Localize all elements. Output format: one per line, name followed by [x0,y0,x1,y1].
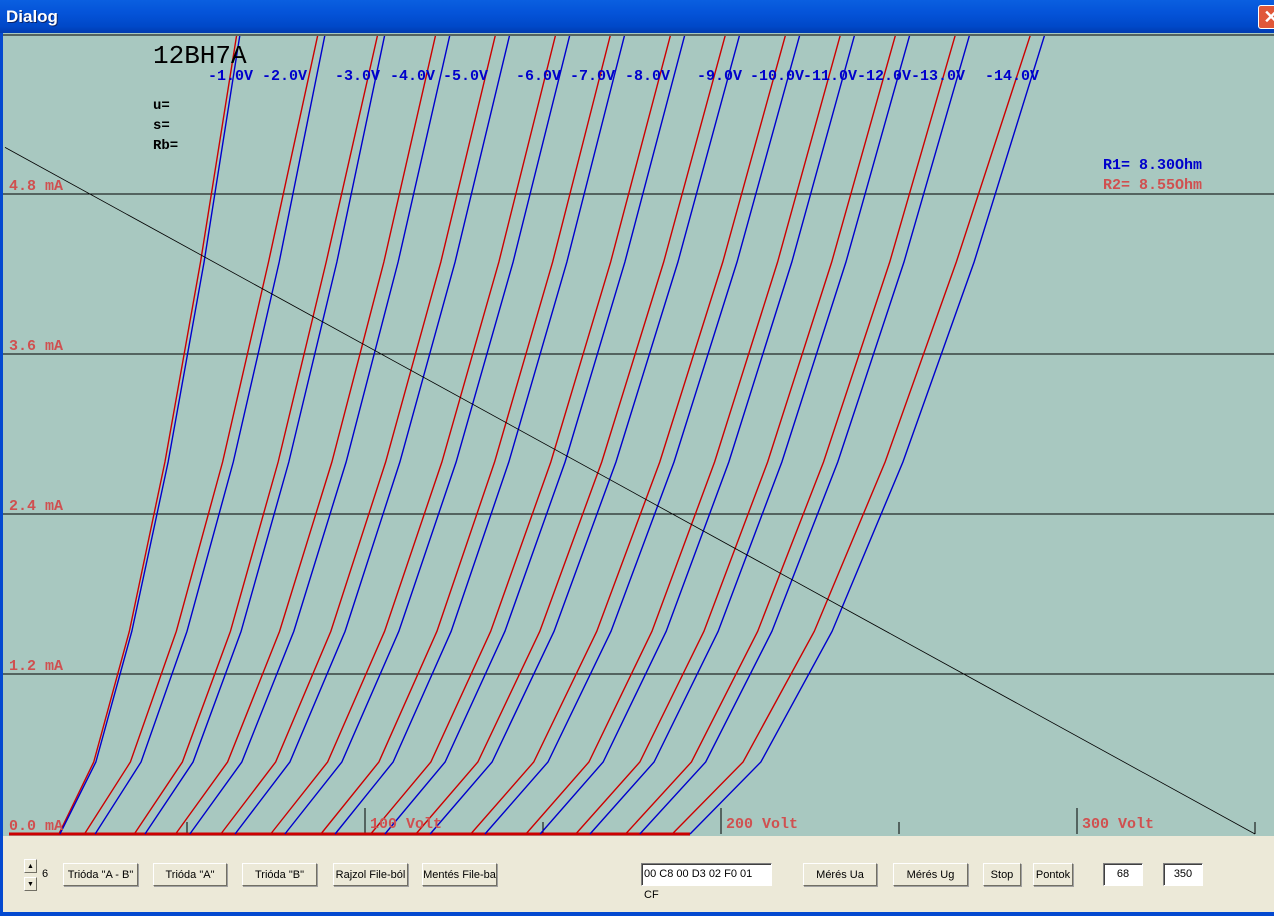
load-resistance-field[interactable]: 68 [1103,863,1143,886]
hex-data-field[interactable]: 00 C8 00 D3 02 F0 01 CF [641,863,772,901]
grid-voltage-label: -4.0V [390,68,435,85]
y-tick-label: 1.2 mA [9,658,63,675]
grid-voltage-label: -14.0V [985,68,1039,85]
plot-background [3,33,1274,836]
curve-b [58,36,238,835]
grid-voltage-label: -12.0V [857,68,911,85]
curve-b [320,36,611,835]
measure-ua-button[interactable]: Mérés Ua [803,863,877,886]
grid-voltage-label: -2.0V [262,68,307,85]
curve-b [415,36,726,835]
grid-voltage-label: -10.0V [750,68,804,85]
curve-b [470,36,786,835]
window-frame-left [0,33,3,916]
tube-name: 12BH7A [153,41,247,71]
r2-label: R2= 8.55Ohm [1103,177,1202,194]
curve-b [83,36,319,835]
curve-a [94,36,326,835]
x-tick-label: 100 Volt [370,816,442,833]
param-rb: Rb= [153,138,178,154]
load-line [4,146,1256,835]
grid-voltage-label: -3.0V [335,68,380,85]
trioda-ab-button[interactable]: Trióda "A - B" [63,863,138,886]
points-button[interactable]: Pontok [1033,863,1073,886]
y-tick-label: 4.8 mA [9,178,63,195]
grid-voltage-label: -1.0V [208,68,253,85]
curve-a [429,36,741,835]
trioda-b-button[interactable]: Trióda "B" [242,863,317,886]
x-tick-label: 300 Volt [1082,816,1154,833]
curve-b [575,36,896,835]
curve-b [270,36,557,835]
y-tick-label: 2.4 mA [9,498,63,515]
measure-ug-button[interactable]: Mérés Ug [893,863,968,886]
spin-up-button[interactable]: ▲ [24,859,37,873]
curve-a [689,36,1046,835]
curve-a [484,36,801,835]
curve-b [220,36,496,835]
curve-a [59,36,241,835]
curve-b [370,36,672,835]
curve-a [539,36,856,835]
curve-b [625,36,956,835]
grid-voltage-label: -13.0V [911,68,965,85]
draw-from-file-button[interactable]: Rajzol File-ból [333,863,408,886]
x-tick-label: 200 Volt [726,816,798,833]
y-tick-label: 0.0 mA [9,818,63,835]
window-frame-bottom [0,912,1274,916]
close-icon[interactable]: ✕ [1258,5,1274,29]
y-tick-label: 3.6 mA [9,338,63,355]
curve-a [384,36,686,835]
supply-voltage-field[interactable]: 350 [1163,863,1203,886]
spin-down-button[interactable]: ▼ [24,877,37,891]
spin-value: 6 [42,868,49,880]
stop-button[interactable]: Stop [983,863,1021,886]
save-to-file-button[interactable]: Mentés File-ba [422,863,497,886]
curve-a [234,36,511,835]
curve-a [589,36,911,835]
title-bar: Dialog ✕ [0,0,1274,33]
curve-a [189,36,451,835]
grid-voltage-label: -9.0V [697,68,742,85]
param-u: u= [153,98,170,114]
trioda-a-button[interactable]: Trióda "A" [153,863,227,886]
grid-voltage-label: -5.0V [443,68,488,85]
curve-a [639,36,971,835]
grid-voltage-label: -11.0V [803,68,857,85]
curve-b [671,36,1031,835]
window-title: Dialog [6,7,58,26]
grid-voltage-label: -8.0V [625,68,670,85]
curve-a [144,36,386,835]
curve-a [284,36,571,835]
grid-voltage-label: -6.0V [516,68,561,85]
param-s: s= [153,118,170,134]
r1-label: R1= 8.30Ohm [1103,157,1202,174]
curve-b [133,36,379,835]
curve-b [525,36,841,835]
curve-a [334,36,626,835]
curve-b [175,36,437,835]
grid-voltage-label: -7.0V [570,68,615,85]
